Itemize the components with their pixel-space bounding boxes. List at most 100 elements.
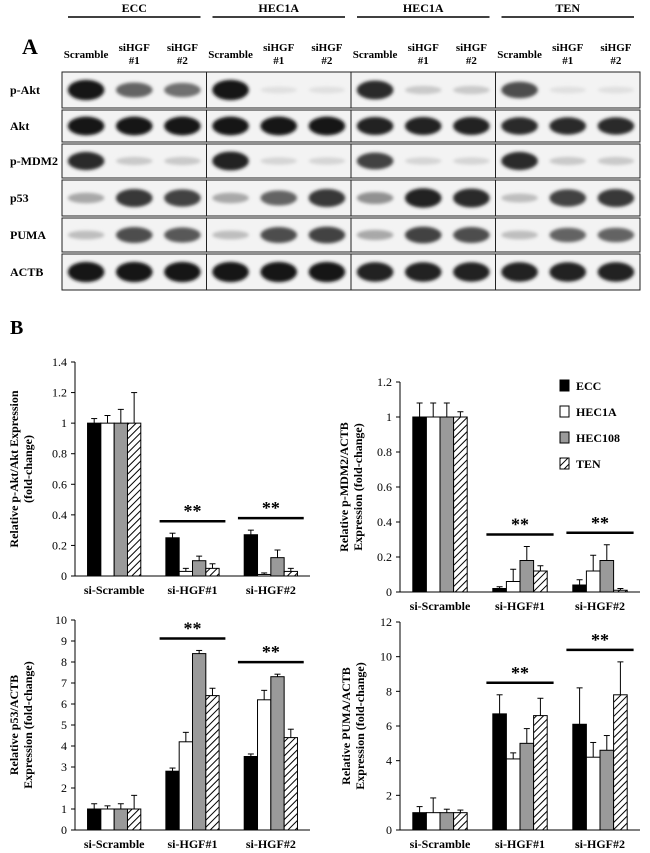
lane-label: siHGF #1	[119, 42, 150, 67]
blot-row-label: p53	[10, 191, 29, 205]
blot-band	[308, 226, 346, 244]
bar	[492, 713, 507, 831]
bar	[126, 808, 142, 831]
blot-band	[260, 190, 298, 206]
blot-band	[67, 116, 105, 136]
y-axis-label: Relative p53/ACTBExpression (fold-change…	[7, 661, 35, 788]
bar-chart-4: 0 2 4 6 8 10 12 Relative PUMA/ACTBExpression (f…	[339, 615, 640, 851]
blot-band	[164, 227, 201, 243]
bar	[205, 695, 220, 831]
blot-band	[597, 86, 635, 94]
blot-row-label: p-MDM2	[10, 154, 58, 168]
significance-label: **	[591, 513, 609, 533]
y-tick-label: 0.6	[52, 477, 67, 491]
blot-group-label: TEN	[555, 1, 580, 15]
bar	[178, 570, 194, 577]
blot-band	[549, 262, 587, 282]
x-tick-label: si-HGF#1	[168, 837, 218, 851]
significance-label: **	[184, 501, 202, 521]
y-tick-label: 1.4	[52, 355, 67, 369]
y-tick-label: 0.8	[377, 445, 392, 459]
bar	[519, 560, 535, 593]
blot-band	[260, 86, 298, 94]
y-axis-label: Relative p-Akt/Akt Expression(fold-chang…	[7, 390, 35, 547]
blot-band	[260, 116, 298, 136]
blot-band	[597, 156, 635, 166]
blot-row-label: p-Akt	[10, 83, 40, 97]
lane-label: Scramble	[208, 49, 253, 61]
bar	[492, 588, 507, 593]
y-tick-label: 0	[386, 823, 392, 837]
significance-label: **	[511, 515, 529, 535]
blot-row-label: ACTB	[10, 265, 43, 279]
blot-band	[404, 226, 442, 244]
blot-band	[356, 229, 394, 241]
blot-band	[115, 116, 153, 136]
legend-swatch	[559, 379, 570, 392]
legend-swatch	[559, 431, 570, 444]
bar-chart-3: 0 1 2 3 4 5 6 7 8 9 10 Relative p53/ACTBExpression …	[7, 613, 310, 851]
blot-band	[356, 80, 394, 100]
legend-label: ECC	[576, 379, 601, 393]
blot-band	[356, 262, 394, 282]
blot-band	[549, 117, 587, 135]
bar	[165, 537, 180, 577]
y-tick-label: 0.2	[52, 538, 67, 552]
blot-band	[164, 189, 201, 207]
blot-row-label: Akt	[10, 119, 29, 133]
bar	[87, 422, 102, 577]
bar	[243, 756, 259, 831]
bar	[425, 416, 441, 593]
bar	[453, 812, 468, 831]
y-tick-label: 2	[386, 788, 392, 802]
blot-band	[260, 261, 298, 283]
y-tick-label: 0	[61, 823, 67, 837]
bar	[283, 737, 298, 831]
bar	[585, 570, 601, 593]
blot-band	[597, 262, 635, 282]
bar	[257, 573, 272, 577]
x-tick-label: si-HGF#2	[575, 599, 625, 613]
lane-label: siHGF #2	[311, 42, 342, 67]
blot-band	[453, 262, 490, 282]
y-tick-label: 6	[61, 697, 67, 711]
y-tick-label: 4	[386, 754, 392, 768]
bar	[613, 694, 628, 831]
blot-band	[212, 79, 249, 101]
y-tick-label: 0	[61, 569, 67, 583]
bar	[113, 808, 128, 831]
bar	[599, 749, 615, 831]
chart-legend: ECC HEC1A HEC108 TEN	[559, 379, 620, 471]
y-tick-label: 0	[386, 585, 392, 599]
bar	[165, 770, 180, 831]
y-tick-label: 6	[386, 719, 392, 733]
blot-band	[597, 117, 635, 135]
blot-band	[356, 191, 394, 205]
bar	[572, 723, 587, 831]
bar	[505, 758, 521, 831]
blot-band	[308, 116, 346, 136]
bar	[257, 699, 272, 831]
y-tick-label: 0.6	[377, 480, 392, 494]
y-tick-label: 7	[61, 676, 67, 690]
blot-band	[308, 86, 346, 94]
bar	[585, 756, 601, 831]
blot-band	[67, 261, 105, 283]
lane-label: Scramble	[64, 49, 109, 61]
panel-b-label: B	[10, 317, 23, 339]
blot-group-label: HEC1A	[403, 1, 444, 15]
significance-label: **	[262, 498, 280, 518]
y-axis-label: Relative PUMA/ACTBExpression (fold-chang…	[339, 662, 367, 789]
y-tick-label: 2	[61, 781, 67, 795]
y-tick-label: 8	[386, 684, 392, 698]
lane-label: Scramble	[353, 49, 398, 61]
blot-band	[67, 230, 105, 240]
blot-band	[212, 151, 249, 171]
legend-label: TEN	[576, 457, 601, 471]
y-tick-label: 8	[61, 655, 67, 669]
blot-band	[549, 156, 587, 166]
significance-label: **	[591, 630, 609, 650]
blot-band	[404, 85, 442, 95]
y-tick-label: 0.8	[52, 447, 67, 461]
